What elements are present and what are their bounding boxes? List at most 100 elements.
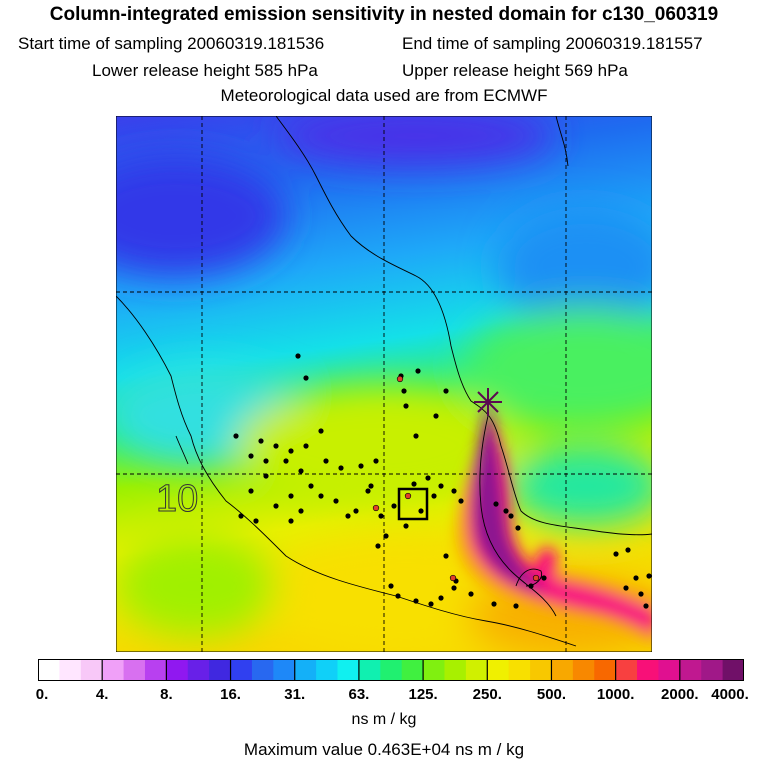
start-time-label: Start time of sampling 20060319.181536 bbox=[18, 34, 325, 53]
station-dot bbox=[458, 498, 464, 504]
station-dot bbox=[273, 503, 279, 509]
station-dot bbox=[613, 551, 619, 557]
station-dot bbox=[541, 575, 547, 581]
station-dot bbox=[303, 375, 309, 381]
station-dot-highlight bbox=[532, 574, 540, 582]
end-time-label: End time of sampling 20060319.181557 bbox=[402, 34, 703, 53]
station-dot bbox=[638, 591, 644, 597]
station-dot bbox=[358, 463, 364, 469]
colorbar-label: 1000. bbox=[596, 686, 635, 703]
met-data-label: Meteorological data used are from ECMWF bbox=[220, 86, 548, 105]
station-dot-highlight bbox=[396, 375, 404, 383]
colorbar-swatch bbox=[273, 659, 296, 681]
station-dot-highlight bbox=[372, 504, 380, 512]
colorbar-swatch bbox=[144, 659, 167, 681]
station-dot bbox=[298, 468, 304, 474]
colorbar-swatch bbox=[465, 659, 488, 681]
station-dot bbox=[643, 603, 649, 609]
station-dot bbox=[365, 488, 371, 494]
colorbar-swatch bbox=[444, 659, 467, 681]
colorbar-swatch bbox=[187, 659, 210, 681]
colorbar-swatch bbox=[530, 659, 552, 681]
grid-lines bbox=[116, 116, 652, 652]
station-dots bbox=[233, 353, 652, 609]
station-dot bbox=[403, 523, 409, 529]
colorbar-label: 4000. bbox=[711, 686, 749, 703]
station-dot bbox=[431, 493, 437, 499]
station-dot bbox=[625, 547, 631, 553]
station-dot bbox=[373, 458, 379, 464]
colorbar-swatch bbox=[401, 659, 424, 681]
colorbar-swatch bbox=[572, 659, 595, 681]
colorbar-frame bbox=[38, 659, 744, 681]
colorbar-swatch bbox=[701, 659, 724, 681]
colorbar-swatch bbox=[380, 659, 403, 681]
colorbar bbox=[38, 659, 744, 681]
colorbar-swatch bbox=[230, 659, 253, 681]
station-dot bbox=[443, 388, 449, 394]
colorbar-swatch bbox=[551, 659, 574, 681]
station-dot bbox=[333, 498, 339, 504]
station-dot bbox=[383, 533, 389, 539]
colorbar-swatch bbox=[637, 659, 659, 681]
colorbar-swatch bbox=[209, 659, 232, 681]
station-dot bbox=[375, 543, 381, 549]
station-dot bbox=[283, 458, 289, 464]
station-dot bbox=[493, 501, 499, 507]
colorbar-label: 250. bbox=[472, 686, 502, 703]
colorbar-swatch bbox=[658, 659, 681, 681]
station-dot bbox=[528, 583, 534, 589]
colorbar-label: 63. bbox=[348, 686, 370, 703]
colorbar-label: 8. bbox=[160, 686, 173, 703]
colorbar-swatch bbox=[358, 659, 381, 681]
upper-release-label: Upper release height 569 hPa bbox=[402, 61, 628, 80]
release-marker bbox=[474, 388, 502, 416]
colorbar-swatch bbox=[722, 659, 744, 681]
colorbar-swatch bbox=[508, 659, 531, 681]
colorbar-label: 500. bbox=[536, 686, 567, 703]
colorbar-label: 4. bbox=[95, 686, 109, 703]
colorbar-label: 16. bbox=[220, 686, 241, 703]
station-dot bbox=[248, 453, 254, 459]
station-dot bbox=[623, 585, 629, 591]
station-dot bbox=[415, 368, 421, 374]
station-dot bbox=[428, 601, 434, 607]
colorbar-swatch bbox=[487, 659, 510, 681]
colorbar-label: 31. bbox=[284, 686, 306, 703]
station-dot bbox=[288, 493, 294, 499]
station-dot bbox=[288, 518, 294, 524]
station-dot bbox=[418, 508, 424, 514]
station-dot bbox=[513, 603, 519, 609]
colorbar-label: 0. bbox=[35, 686, 49, 703]
coastlines bbox=[116, 116, 652, 647]
station-dot bbox=[468, 591, 474, 597]
station-dot bbox=[238, 513, 244, 519]
station-dot bbox=[263, 473, 269, 479]
colorbar-swatch bbox=[337, 659, 360, 681]
colorbar-swatch bbox=[80, 659, 103, 681]
station-dot bbox=[378, 513, 384, 519]
station-dot bbox=[515, 525, 521, 531]
station-dot bbox=[288, 448, 294, 454]
station-dot bbox=[233, 433, 239, 439]
station-dot bbox=[318, 428, 324, 434]
station-dot bbox=[308, 483, 314, 489]
station-dot-highlight bbox=[449, 574, 457, 582]
station-dot bbox=[413, 598, 419, 604]
colorbar-swatch bbox=[316, 659, 339, 681]
station-dot bbox=[318, 493, 324, 499]
plot-title: Column-integrated emission sensitivity i… bbox=[49, 4, 719, 25]
nested-domain-box bbox=[397, 487, 429, 521]
station-dot bbox=[338, 465, 344, 471]
station-dot bbox=[413, 433, 419, 439]
station-dot-highlight bbox=[404, 492, 412, 500]
max-value-label: Maximum value 0.463E+04 ns m / kg bbox=[243, 740, 525, 759]
station-dot bbox=[508, 513, 514, 519]
station-dot bbox=[295, 353, 301, 359]
station-dot bbox=[263, 458, 269, 464]
station-dot bbox=[345, 513, 351, 519]
station-dot bbox=[395, 593, 401, 599]
colorbar-swatch bbox=[102, 659, 125, 681]
station-dot bbox=[411, 481, 417, 487]
station-dot bbox=[248, 488, 254, 494]
